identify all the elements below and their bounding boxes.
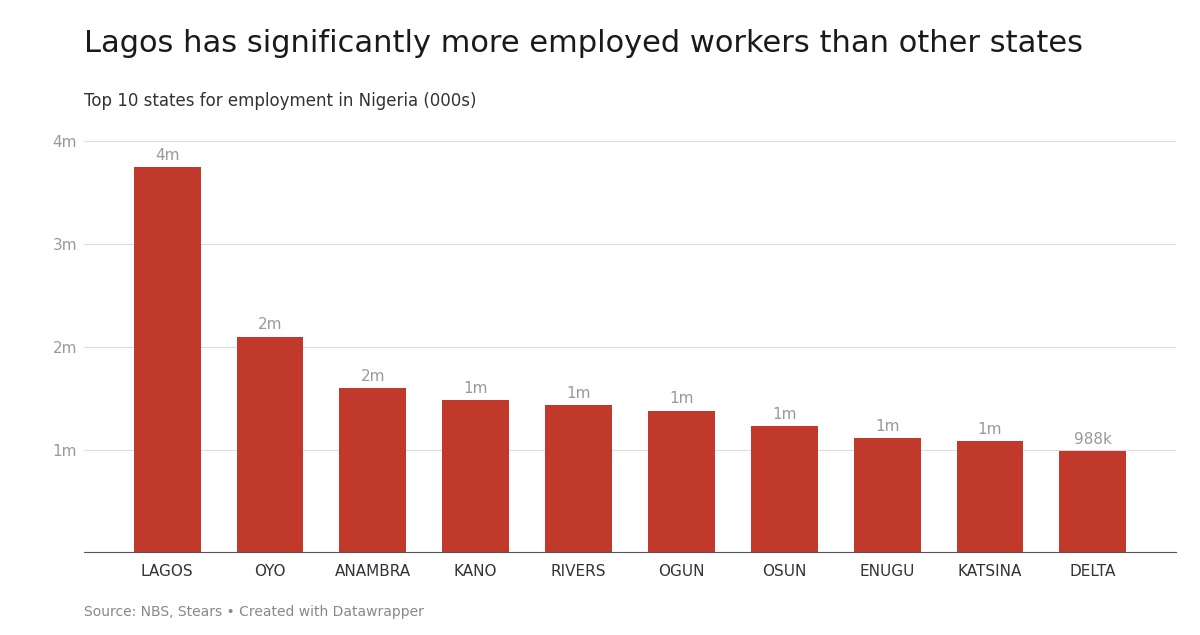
Text: 1m: 1m — [978, 422, 1002, 438]
Text: 988k: 988k — [1074, 432, 1112, 447]
Text: 1m: 1m — [670, 391, 694, 406]
Text: 1m: 1m — [772, 407, 797, 422]
Bar — [751, 426, 817, 552]
Text: Source: NBS, Stears • Created with Datawrapper: Source: NBS, Stears • Created with Dataw… — [84, 605, 424, 619]
Bar — [545, 405, 612, 552]
Bar — [648, 411, 715, 552]
Text: 1m: 1m — [463, 381, 488, 396]
Bar — [853, 438, 920, 552]
Text: 4m: 4m — [155, 148, 179, 163]
Bar — [133, 167, 200, 552]
Text: 1m: 1m — [566, 386, 590, 401]
Bar — [443, 400, 509, 552]
Bar — [1060, 451, 1127, 552]
Text: 1m: 1m — [875, 419, 900, 434]
Text: Lagos has significantly more employed workers than other states: Lagos has significantly more employed wo… — [84, 29, 1084, 58]
Bar — [236, 337, 304, 552]
Text: 2m: 2m — [360, 369, 385, 384]
Bar — [956, 441, 1024, 552]
Text: Top 10 states for employment in Nigeria (000s): Top 10 states for employment in Nigeria … — [84, 92, 476, 110]
Text: 2m: 2m — [258, 318, 282, 333]
Bar — [340, 388, 407, 552]
